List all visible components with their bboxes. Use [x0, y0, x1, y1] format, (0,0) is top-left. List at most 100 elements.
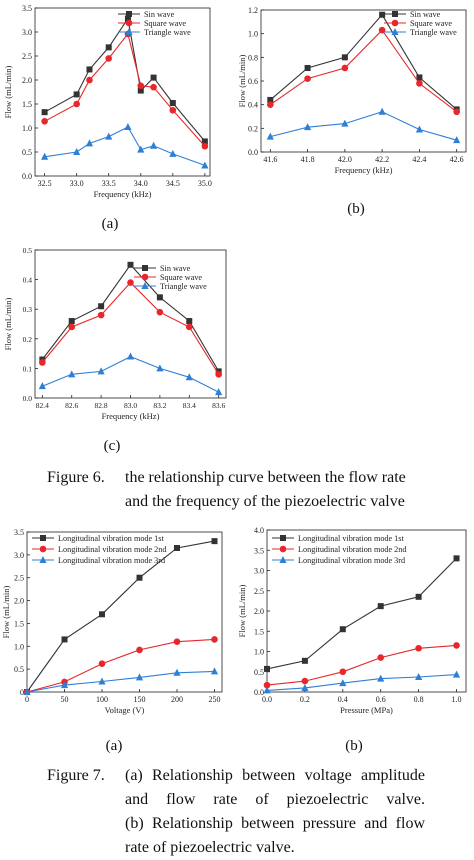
legend-label: Sin wave [410, 10, 441, 19]
series-line [42, 355, 219, 393]
y-tick-label: 1.2 [248, 6, 258, 15]
data-point [378, 107, 386, 115]
data-point [68, 318, 75, 325]
data-point [98, 303, 105, 310]
data-point [301, 683, 309, 691]
data-point [210, 667, 219, 675]
data-point [201, 161, 209, 169]
fig6b-sublabel: (b) [347, 201, 365, 217]
figure7-caption-line: rate of piezoelectric valve. [125, 839, 295, 856]
data-point [378, 26, 386, 34]
figure7-caption-line: and flow rate of piezoelectric valve. [125, 791, 425, 808]
y-tick-label: 0.6 [248, 77, 258, 86]
data-point [453, 136, 461, 144]
chart-fig6c: 0.0 0.1 0.2 0.3 0.4 0.5 82.4 82.6 82.8 83.0 83.2 83… [3, 246, 227, 421]
data-point [341, 64, 349, 72]
y-tick-label: 0.5 [23, 246, 33, 255]
chart-fig6a: 0.0 0.5 1.0 1.5 2.0 2.5 3.0 3.5 32.5 33.0 33.5 34.0… [3, 4, 212, 199]
data-point [137, 82, 145, 90]
data-point [85, 139, 94, 147]
x-axis-label: Voltage (V) [105, 705, 145, 715]
data-point [127, 261, 134, 268]
x-tick-label: 33.5 [102, 179, 116, 188]
data-point [415, 593, 422, 600]
legend-marker [391, 19, 399, 27]
data-point [156, 308, 164, 316]
legend-marker [392, 11, 398, 17]
x-tick-label: 83.2 [153, 401, 166, 410]
y-tick-label: 1.0 [254, 648, 264, 657]
data-point [124, 123, 132, 131]
y-axis-label: Flow (mL/min) [3, 298, 13, 351]
data-point [304, 64, 311, 71]
legend-marker [141, 282, 149, 289]
data-point [136, 574, 143, 581]
data-point [186, 318, 193, 325]
data-point [201, 138, 208, 145]
data-point [339, 679, 347, 687]
legend-marker [279, 545, 287, 553]
figure7-caption: Figure 7. (a) Relationship between volta… [47, 764, 427, 860]
x-tick-label: 41.8 [301, 155, 315, 164]
x-tick-label: 0 [25, 695, 29, 704]
y-axis-label: Flow (mL/min) [237, 55, 247, 108]
y-tick-label: 0.3 [23, 305, 33, 314]
legend-label: Longitudinal vibration mode 2nd [298, 545, 406, 554]
y-tick-label: 0.4 [248, 101, 258, 110]
y-tick-label: 0.0 [22, 172, 32, 181]
data-point [415, 673, 423, 681]
y-tick-label: 0.1 [23, 364, 33, 373]
series-line [26, 638, 215, 693]
series-line [44, 17, 206, 142]
plot-frame [266, 529, 467, 693]
x-tick-label: 33.0 [70, 179, 84, 188]
y-tick-label: 0.0 [23, 394, 33, 403]
legend-label: Longitudinal vibration mode 3rd [58, 556, 165, 565]
legend-label: Square wave [144, 19, 186, 28]
x-tick-label: 41.6 [263, 155, 277, 164]
x-tick-label: 0.8 [414, 695, 424, 704]
x-tick-label: 0.0 [262, 695, 272, 704]
series-line [269, 13, 458, 110]
data-point [377, 674, 385, 682]
data-point [263, 681, 271, 689]
data-point [416, 74, 423, 81]
data-point [416, 80, 423, 87]
data-point [39, 359, 46, 366]
y-axis-label: Flow (mL/min) [237, 585, 247, 638]
legend-marker [126, 11, 132, 17]
legend-label: Triangle wave [144, 28, 191, 37]
fig6c-sublabel: (c) [103, 438, 121, 454]
data-point [23, 688, 31, 695]
legend-marker [142, 265, 148, 271]
data-point [377, 654, 385, 661]
x-tick-label: 42.2 [375, 155, 389, 164]
x-tick-label: 42.4 [412, 155, 426, 164]
data-point [68, 370, 76, 378]
data-point [339, 626, 346, 633]
x-tick-label: 82.8 [95, 401, 108, 410]
data-point [68, 323, 76, 331]
y-tick-label: 1.5 [254, 627, 264, 636]
data-point [38, 382, 46, 390]
x-tick-label: 250 [209, 695, 221, 704]
data-point [379, 11, 386, 18]
data-point [73, 100, 80, 108]
legend-label: Triangle wave [410, 28, 457, 37]
x-tick-label: 83.6 [212, 401, 225, 410]
x-tick-label: 0.4 [338, 695, 348, 704]
y-tick-label: 3.0 [254, 567, 264, 576]
data-point [98, 660, 106, 667]
chart-fig6b: 0.0 0.2 0.4 0.6 0.8 1.0 1.2 41.6 41.8 42.0 42.2 42.… [237, 6, 467, 175]
data-point [452, 670, 461, 678]
y-axis-label: Flow (mL/min) [3, 66, 13, 119]
legend-marker [39, 556, 47, 563]
series-line [44, 126, 206, 166]
legend-label: Longitudinal vibration mode 1st [58, 534, 164, 543]
y-tick-label: 0.8 [248, 53, 258, 62]
data-point [137, 145, 145, 153]
y-tick-label: 0 [20, 688, 24, 697]
legend-label: Sin wave [144, 10, 175, 19]
y-tick-label: 0.5 [14, 665, 24, 674]
chart-fig7b: 0.0 0.5 1.0 1.5 2.0 2.5 3.0 3.5 4.0 0.0 0.2 0.4 0.6 0… [237, 526, 467, 715]
